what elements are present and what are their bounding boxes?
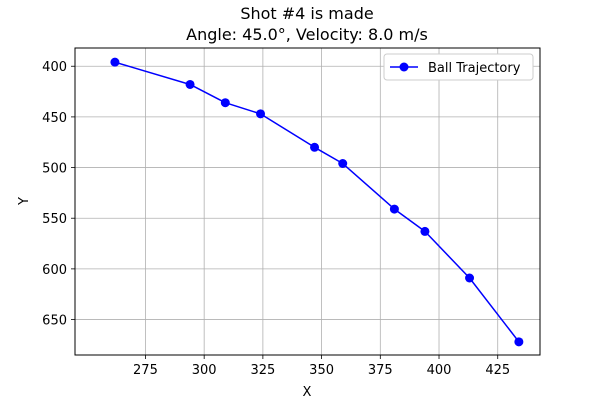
trajectory-point bbox=[256, 109, 266, 119]
trajectory-line bbox=[114, 61, 520, 343]
x-tick-label: 400 bbox=[427, 363, 452, 378]
legend-marker-swatch bbox=[399, 62, 409, 72]
x-axis-ticks: 275 300 325 350 375 400 425 bbox=[133, 355, 510, 378]
x-tick-label: 300 bbox=[192, 363, 217, 378]
y-axis-label: Y bbox=[17, 197, 32, 206]
trajectory-point bbox=[110, 57, 120, 67]
trajectory-point bbox=[389, 204, 399, 214]
legend: Ball Trajectory bbox=[383, 53, 534, 81]
x-axis-label: X bbox=[303, 385, 312, 400]
trajectory-point bbox=[310, 142, 320, 152]
chart-title: Shot #4 is made bbox=[240, 4, 373, 23]
chart-subtitle: Angle: 45.0°, Velocity: 8.0 m/s bbox=[186, 25, 428, 44]
trajectory-point bbox=[185, 79, 195, 89]
x-tick-label: 275 bbox=[133, 363, 158, 378]
x-tick-label: 425 bbox=[485, 363, 510, 378]
y-axis-ticks: 400 450 500 550 600 650 bbox=[42, 60, 75, 329]
trajectory-point bbox=[338, 159, 348, 169]
trajectory-point bbox=[220, 98, 230, 108]
trajectory-point bbox=[420, 226, 430, 236]
trajectory-point bbox=[514, 337, 524, 347]
trajectory-point bbox=[465, 273, 475, 283]
plot-frame bbox=[74, 47, 541, 356]
legend-label: Ball Trajectory bbox=[428, 61, 521, 76]
y-tick-label: 550 bbox=[42, 212, 67, 227]
y-tick-label: 450 bbox=[42, 111, 67, 126]
legend-box bbox=[383, 53, 534, 81]
x-tick-label: 350 bbox=[309, 363, 334, 378]
x-tick-label: 375 bbox=[368, 363, 393, 378]
y-tick-label: 400 bbox=[42, 60, 67, 75]
x-tick-label: 325 bbox=[250, 363, 275, 378]
y-tick-label: 600 bbox=[42, 263, 67, 278]
series-layer bbox=[110, 57, 524, 347]
y-tick-label: 500 bbox=[42, 162, 67, 177]
grid-lines bbox=[75, 48, 540, 355]
y-tick-label: 650 bbox=[42, 314, 67, 329]
